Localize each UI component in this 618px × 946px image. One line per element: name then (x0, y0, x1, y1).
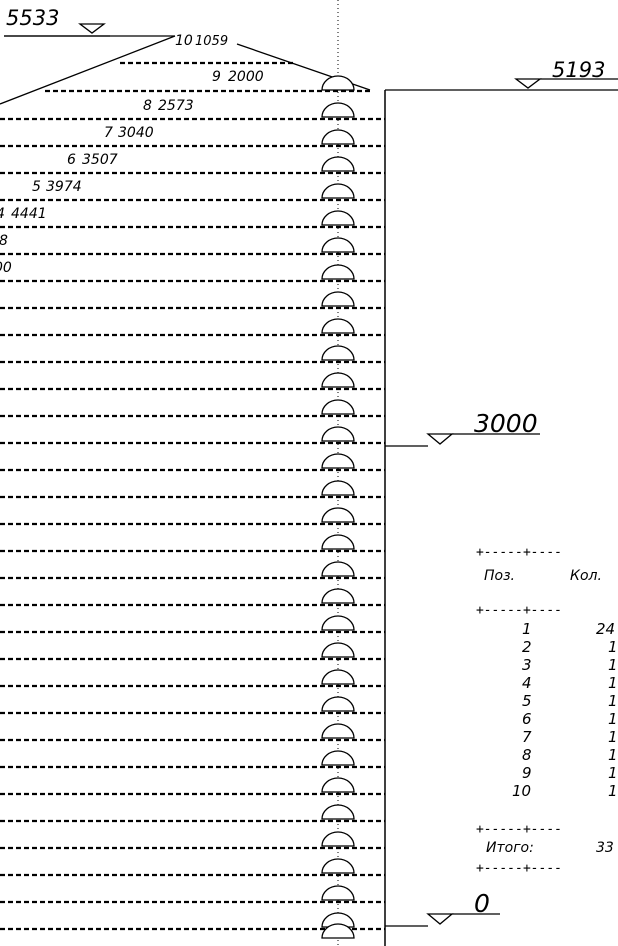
elevation-label-zero: 0 (474, 889, 490, 918)
course-label-len: 8 (0, 233, 8, 249)
course-labels: 10 1059 9 2000 8 2573 7 3040 6 3507 5 39… (0, 33, 264, 276)
arch-symbol (321, 561, 355, 577)
course-label-pos: 7 (104, 125, 113, 141)
table-total-label: Итого: (486, 840, 534, 856)
table-header-qty: Кол. (570, 568, 602, 584)
course-label-len: 4441 (11, 206, 47, 222)
elevation-marker-mid: 3000 (385, 409, 540, 447)
arch-symbol (321, 399, 355, 415)
arch-symbol (321, 923, 355, 939)
table-border-total: +-----+---- (476, 822, 562, 837)
table-border-mid: +-----+---- (476, 603, 562, 618)
table-total-qty: 33 (596, 840, 614, 856)
arch-symbol (321, 102, 355, 118)
arch-symbol (321, 831, 355, 847)
arch-symbol (321, 696, 355, 712)
arch-symbol (321, 75, 355, 91)
course-label-len: 00 (0, 260, 12, 276)
course-label-len: 1059 (195, 34, 228, 49)
course-label-pos: 5 (32, 179, 41, 195)
table-rows: 1 242 13 14 15 16 17 18 19 110 1 (512, 620, 618, 800)
elevation-marker-roof: 5193 (514, 58, 618, 89)
arch-symbol (321, 750, 355, 766)
table-row-pos: 10 (512, 782, 531, 800)
arch-symbol (321, 210, 355, 226)
elevation-label-roof: 5193 (552, 58, 605, 82)
arch-symbol (321, 480, 355, 496)
table-border-bottom: +-----+---- (476, 861, 562, 876)
arch-symbol (321, 615, 355, 631)
elevation-marker-top: 5533 (4, 6, 110, 37)
arch-symbol (321, 912, 355, 928)
arch-symbol (321, 453, 355, 469)
spec-table: +-----+---- Поз. Кол. +-----+---- 1 242 13… (476, 545, 618, 876)
elevation-label-mid: 3000 (474, 409, 538, 438)
course-label-len: 3507 (82, 152, 118, 168)
course-label-pos: 6 (67, 152, 76, 168)
arch-symbol (321, 156, 355, 172)
table-row-qty: 1 (608, 710, 618, 728)
table-row-pos: 8 (522, 746, 532, 764)
arch-symbol (321, 237, 355, 253)
arch-symbol (321, 777, 355, 793)
arch-symbol (321, 642, 355, 658)
table-border-top: +-----+---- (476, 545, 562, 560)
table-row-pos: 2 (522, 638, 532, 656)
course-label-len: 2000 (228, 69, 264, 85)
table-row-qty: 1 (608, 764, 618, 782)
table-row-pos: 1 (522, 620, 532, 638)
arch-symbol (321, 318, 355, 334)
arch-symbol (321, 372, 355, 388)
table-row-pos: 3 (522, 656, 532, 674)
arch-symbol (321, 291, 355, 307)
arch-symbol (321, 588, 355, 604)
elevation-label-top: 5533 (6, 6, 59, 30)
table-row-qty: 1 (608, 728, 618, 746)
course-label-pos: 8 (143, 98, 152, 114)
table-row-pos: 7 (522, 728, 532, 746)
course-label-len: 3040 (118, 125, 154, 141)
table-row-pos: 4 (522, 674, 532, 692)
arch-symbol (321, 858, 355, 874)
course-label-pos: 9 (212, 69, 221, 85)
table-row-qty: 1 (608, 782, 618, 800)
arch-symbol (321, 885, 355, 901)
table-row-qty: 1 (608, 638, 618, 656)
course-label-pos: 4 (0, 206, 5, 222)
table-row-pos: 6 (522, 710, 532, 728)
table-row-qty: 1 (608, 674, 618, 692)
arch-symbol (321, 723, 355, 739)
table-row-qty: 1 (608, 692, 618, 710)
table-header-pos: Поз. (484, 568, 515, 584)
arch-symbol (321, 534, 355, 550)
arch-symbol (321, 183, 355, 199)
table-row-qty: 1 (608, 656, 618, 674)
course-label-len: 3974 (46, 179, 82, 195)
arch-symbol (321, 129, 355, 145)
table-row-qty: 1 (608, 746, 618, 764)
course-label-pos: 10 (175, 33, 193, 49)
gable-left-line (0, 35, 176, 105)
elevation-marker-zero: 0 (385, 889, 500, 927)
arch-symbol (321, 507, 355, 523)
arch-symbol (321, 426, 355, 442)
arch-symbol (321, 804, 355, 820)
table-row-pos: 9 (522, 764, 532, 782)
arch-symbol (321, 264, 355, 280)
arch-symbol (321, 345, 355, 361)
table-row-pos: 5 (522, 692, 532, 710)
arch-symbol (321, 669, 355, 685)
course-rows (0, 75, 385, 939)
table-row-qty: 24 (596, 620, 615, 638)
course-label-len: 2573 (158, 98, 194, 114)
